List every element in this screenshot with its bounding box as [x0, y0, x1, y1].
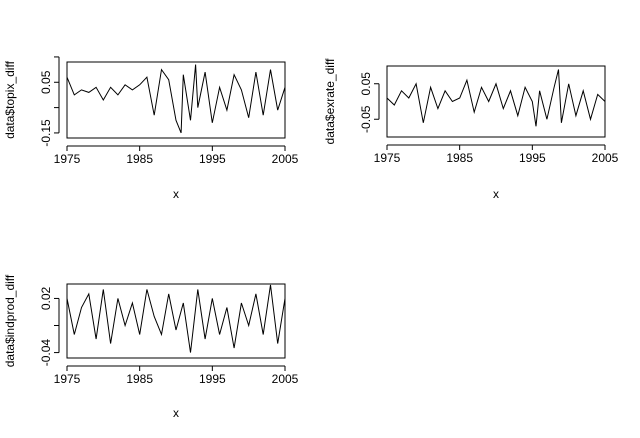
x-tick-label: 1995: [199, 152, 226, 166]
y-axis: -0.05 0.05: [359, 72, 380, 133]
y-axis-title: data$topix_diff: [3, 60, 17, 139]
x-axis: 1975 1985 1995 2005: [54, 145, 299, 166]
y-tick-label: -0.15: [39, 119, 53, 147]
x-tick-label: 1985: [126, 372, 153, 386]
y-axis: -0.04 0.02: [39, 286, 60, 367]
y-axis: -0.15 0.05: [39, 56, 60, 147]
x-axis-title: x: [173, 406, 179, 420]
x-tick-label: 2005: [592, 151, 619, 165]
series-line: [386, 69, 606, 127]
panel-exrate: 1975 1985 1995 2005 -0.05 0.05 x data$exrate…: [323, 58, 619, 201]
x-tick-label: 1995: [519, 151, 546, 165]
y-tick-label: 0.02: [39, 286, 53, 310]
x-axis-title: x: [173, 187, 179, 201]
panel-topix: 1975 1985 1995 2005 -0.15 0.05 x data$topix_…: [3, 56, 299, 201]
y-axis-title: data$exrate_diff: [323, 58, 337, 145]
x-tick-label: 1995: [199, 372, 226, 386]
x-tick-label: 2005: [272, 152, 299, 166]
plot-frame: [66, 61, 286, 139]
x-tick-label: 1985: [126, 152, 153, 166]
y-tick-label: 0.05: [39, 70, 53, 94]
x-tick-label: 1975: [374, 151, 401, 165]
x-tick-label: 1985: [446, 151, 473, 165]
x-tick-label: 2005: [272, 372, 299, 386]
x-axis-title: x: [493, 187, 499, 201]
series-line: [66, 64, 286, 134]
y-tick-label: -0.05: [359, 105, 373, 133]
series-line: [66, 284, 286, 353]
plot-frame: [66, 283, 286, 359]
y-tick-label: 0.05: [359, 72, 373, 96]
y-tick-label: -0.04: [39, 339, 53, 367]
x-axis: 1975 1985 1995 2005: [54, 365, 299, 386]
x-tick-label: 1975: [54, 372, 81, 386]
x-tick-label: 1975: [54, 152, 81, 166]
y-axis-title: data$indprod_diff: [3, 274, 17, 367]
panel-indprod: 1975 1985 1995 2005 -0.04 0.02 x data$indpro…: [3, 274, 299, 420]
x-axis: 1975 1985 1995 2005: [374, 144, 619, 165]
